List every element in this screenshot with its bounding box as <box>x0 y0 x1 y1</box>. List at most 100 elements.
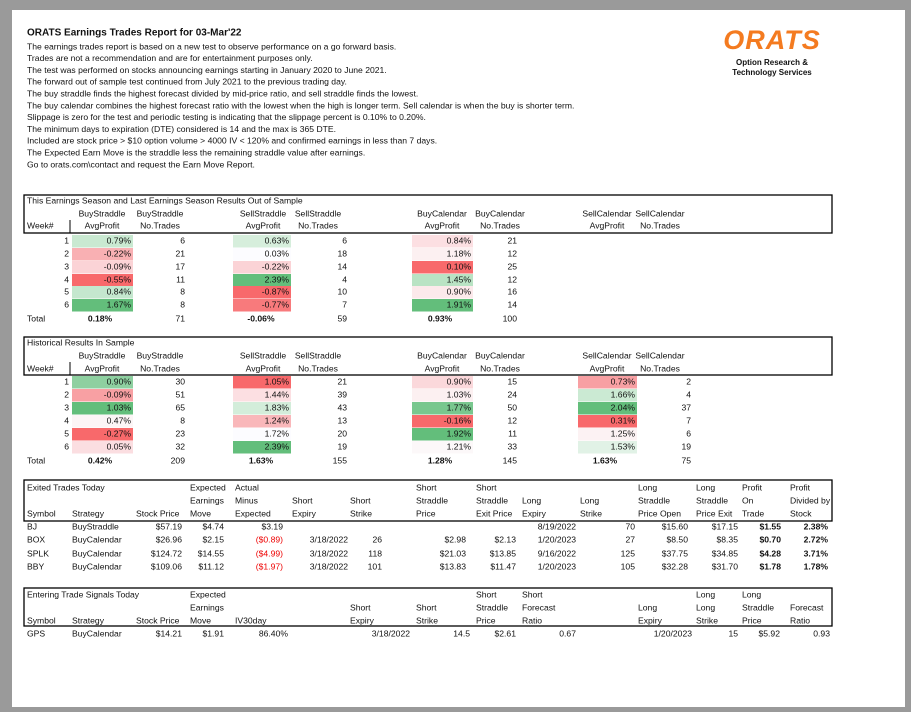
cell: 19 <box>337 441 347 451</box>
cell: 4 <box>686 389 691 399</box>
cell: 20 <box>337 428 347 438</box>
cell: BuyStraddle <box>72 521 119 531</box>
cell: $0.70 <box>759 534 781 544</box>
cell: 105 <box>621 561 636 571</box>
column-header: Expected <box>190 589 226 599</box>
cell: 37 <box>681 402 691 412</box>
cell: $2.13 <box>494 534 516 544</box>
cell: 8 <box>180 286 185 296</box>
column-header: No.Trades <box>298 363 338 373</box>
cell: $2.61 <box>494 628 516 638</box>
column-header: Stock <box>790 508 812 518</box>
column-header: Move <box>190 508 211 518</box>
column-header: SellStraddle <box>295 350 342 360</box>
column-header: IV30day <box>235 615 267 625</box>
heat-cell <box>72 441 133 454</box>
cell: 2 <box>64 248 69 258</box>
heat-cell <box>412 261 473 274</box>
heat-cell <box>233 261 291 274</box>
cell: 2 <box>686 376 691 386</box>
cell: 30 <box>175 376 185 386</box>
intro-line: The test was performed on stocks announc… <box>27 65 387 75</box>
cell: $8.50 <box>666 534 688 544</box>
column-header: SellCalendar <box>582 350 631 360</box>
column-header: Strategy <box>72 615 105 625</box>
column-header: Straddle <box>476 495 508 505</box>
column-header: BuyCalendar <box>475 350 525 360</box>
cell: ($0.89) <box>256 534 283 544</box>
column-header: No.Trades <box>140 363 180 373</box>
column-header: Long <box>522 495 541 505</box>
heat-cell <box>233 248 291 261</box>
heat-cell <box>233 428 291 441</box>
intro-line: The minimum days to expiration (DTE) con… <box>27 124 336 134</box>
column-header: Long <box>696 589 715 599</box>
total-cell: 75 <box>681 455 691 465</box>
heat-cell <box>578 415 637 428</box>
column-header: Move <box>190 615 211 625</box>
heat-cell <box>72 235 133 248</box>
cell: 5 <box>64 286 69 296</box>
heat-cell <box>233 441 291 454</box>
sheet <box>12 10 905 707</box>
total-cell: 0.18% <box>88 313 113 323</box>
cell: $31.70 <box>712 561 739 571</box>
heat-cell <box>72 274 133 287</box>
column-header: Expiry <box>292 508 317 518</box>
heat-cell <box>578 376 637 389</box>
heat-cell <box>412 286 473 299</box>
cell: 12 <box>507 248 517 258</box>
column-header: Long <box>742 589 761 599</box>
column-header: Long <box>696 482 715 492</box>
cell: 26 <box>372 534 382 544</box>
cell: 0.03% <box>265 248 290 258</box>
column-header: AvgProfit <box>85 220 120 230</box>
cell: $124.72 <box>151 548 182 558</box>
cell: BuyCalendar <box>72 561 122 571</box>
column-header: No.Trades <box>640 220 680 230</box>
cell: 1.67% <box>107 299 132 309</box>
cell: BJ <box>27 521 37 531</box>
heat-cell <box>233 389 291 402</box>
cell: 7 <box>342 299 347 309</box>
cell: 101 <box>368 561 383 571</box>
intro-line: The earnings trades report is based on a… <box>27 41 396 51</box>
heat-cell <box>72 376 133 389</box>
column-header: Straddle <box>476 602 508 612</box>
cell: 1.83% <box>265 402 290 412</box>
cell: $37.75 <box>662 548 689 558</box>
column-header: Profit <box>790 482 811 492</box>
column-header: Straddle <box>696 495 728 505</box>
cell: 70 <box>625 521 635 531</box>
cell: $57.19 <box>156 521 183 531</box>
column-header: Long <box>696 602 715 612</box>
cell: 10 <box>337 286 347 296</box>
table-box <box>23 194 833 234</box>
column-header: BuyStraddle <box>79 350 126 360</box>
column-header: AvgProfit <box>590 363 625 373</box>
cell: $1.55 <box>759 521 781 531</box>
cell: 2.04% <box>611 402 636 412</box>
cell: 0.93 <box>813 628 830 638</box>
heat-cell <box>72 389 133 402</box>
cell: 39 <box>337 389 347 399</box>
total-cell: 71 <box>175 313 185 323</box>
column-header: BuyCalendar <box>475 208 525 218</box>
heat-cell <box>412 274 473 287</box>
total-cell: Total <box>27 313 45 323</box>
cell: 19 <box>681 441 691 451</box>
cell: $5.92 <box>758 628 780 638</box>
column-header: Expiry <box>350 615 375 625</box>
cell: BuyCalendar <box>72 628 122 638</box>
cell: 1.03% <box>447 389 472 399</box>
cell: 0.73% <box>611 376 636 386</box>
column-header: Short <box>522 589 543 599</box>
cell: 24 <box>507 389 517 399</box>
cell: $1.91 <box>202 628 224 638</box>
column-header: Entering Trade Signals Today <box>27 589 140 599</box>
cell: 51 <box>175 389 185 399</box>
cell: 3 <box>64 402 69 412</box>
column-header: AvgProfit <box>425 363 460 373</box>
cell: 9/16/2022 <box>538 548 576 558</box>
cell: 3 <box>64 261 69 271</box>
